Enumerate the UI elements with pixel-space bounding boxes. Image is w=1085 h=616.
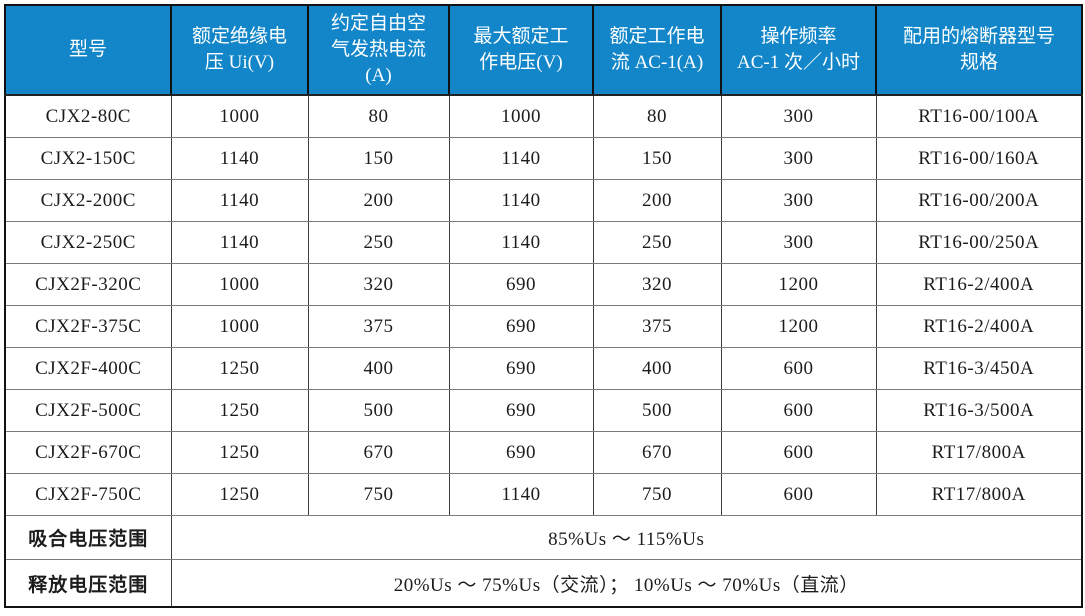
pickup-voltage-row: 吸合电压范围 85%Us ～ 115%Us xyxy=(4,515,1083,560)
header-cell-thermal-current: 约定自由空 气发热电流 (A) xyxy=(307,4,450,96)
data-cell: 320 xyxy=(307,263,450,306)
model-cell: CJX2F-670C xyxy=(4,431,172,474)
data-cell: 690 xyxy=(448,305,594,348)
data-cell: 670 xyxy=(307,431,450,474)
data-cell: 1200 xyxy=(720,263,877,306)
data-cell: 1000 xyxy=(170,94,309,138)
release-voltage-label: 释放电压范围 xyxy=(4,559,172,608)
data-cell: 80 xyxy=(592,94,722,138)
data-cell: 300 xyxy=(720,94,877,138)
data-cell: 1200 xyxy=(720,305,877,348)
data-cell: 250 xyxy=(307,221,450,264)
data-cell: 690 xyxy=(448,389,594,432)
data-cell: 690 xyxy=(448,431,594,474)
data-cell: 200 xyxy=(592,179,722,222)
header-cell-model: 型号 xyxy=(4,4,172,96)
header-cell-fuse-spec: 配用的熔断器型号 规格 xyxy=(875,4,1083,96)
table-body: CJX2-80C 1000 80 1000 80 300 RT16-00/100… xyxy=(4,94,1083,608)
data-cell: 250 xyxy=(592,221,722,264)
data-cell: 400 xyxy=(307,347,450,390)
table-row: CJX2-80C 1000 80 1000 80 300 RT16-00/100… xyxy=(4,94,1083,138)
table-row: CJX2F-320C 1000 320 690 320 1200 RT16-2/… xyxy=(4,263,1083,306)
data-cell: 200 xyxy=(307,179,450,222)
data-cell: 690 xyxy=(448,263,594,306)
data-cell: RT16-2/400A xyxy=(875,305,1083,348)
data-cell: RT16-00/250A xyxy=(875,221,1083,264)
data-cell: 1250 xyxy=(170,389,309,432)
data-cell: 1140 xyxy=(448,137,594,180)
model-cell: CJX2-150C xyxy=(4,137,172,180)
data-cell: 300 xyxy=(720,221,877,264)
table-row: CJX2F-500C 1250 500 690 500 600 RT16-3/5… xyxy=(4,389,1083,432)
table-row: CJX2F-400C 1250 400 690 400 600 RT16-3/4… xyxy=(4,347,1083,390)
data-cell: RT16-00/160A xyxy=(875,137,1083,180)
data-cell: 1250 xyxy=(170,347,309,390)
header-row: 型号 额定绝缘电 压 Ui(V) 约定自由空 气发热电流 (A) 最大额定工 作… xyxy=(4,4,1083,96)
data-cell: RT17/800A xyxy=(875,431,1083,474)
data-cell: RT16-2/400A xyxy=(875,263,1083,306)
data-cell: 670 xyxy=(592,431,722,474)
data-cell: 400 xyxy=(592,347,722,390)
data-cell: 500 xyxy=(307,389,450,432)
data-cell: 1000 xyxy=(448,94,594,138)
data-cell: 500 xyxy=(592,389,722,432)
header-cell-insulation-voltage: 额定绝缘电 压 Ui(V) xyxy=(170,4,309,96)
data-cell: RT17/800A xyxy=(875,473,1083,516)
table-row: CJX2-150C 1140 150 1140 150 300 RT16-00/… xyxy=(4,137,1083,180)
data-cell: RT16-00/200A xyxy=(875,179,1083,222)
data-cell: 600 xyxy=(720,431,877,474)
data-cell: 80 xyxy=(307,94,450,138)
data-cell: RT16-3/500A xyxy=(875,389,1083,432)
data-cell: 1140 xyxy=(170,221,309,264)
data-cell: RT16-3/450A xyxy=(875,347,1083,390)
data-cell: 300 xyxy=(720,137,877,180)
header-cell-working-current: 额定工作电 流 AC-1(A) xyxy=(592,4,722,96)
data-cell: 1140 xyxy=(448,473,594,516)
model-cell: CJX2-250C xyxy=(4,221,172,264)
data-cell: 375 xyxy=(307,305,450,348)
contactor-spec-table: 型号 额定绝缘电 压 Ui(V) 约定自由空 气发热电流 (A) 最大额定工 作… xyxy=(4,4,1083,608)
data-cell: 1250 xyxy=(170,473,309,516)
data-cell: 1140 xyxy=(448,221,594,264)
data-cell: 1000 xyxy=(170,263,309,306)
model-cell: CJX2F-400C xyxy=(4,347,172,390)
release-voltage-value: 20%Us ～ 75%Us（交流）； 10%Us ～ 70%Us（直流） xyxy=(170,559,1083,608)
data-cell: RT16-00/100A xyxy=(875,94,1083,138)
table-row: CJX2F-750C 1250 750 1140 750 600 RT17/80… xyxy=(4,473,1083,516)
data-cell: 690 xyxy=(448,347,594,390)
data-cell: 750 xyxy=(592,473,722,516)
data-cell: 750 xyxy=(307,473,450,516)
model-cell: CJX2F-750C xyxy=(4,473,172,516)
header-cell-max-working-voltage: 最大额定工 作电压(V) xyxy=(448,4,594,96)
table-header: 型号 额定绝缘电 压 Ui(V) 约定自由空 气发热电流 (A) 最大额定工 作… xyxy=(4,4,1083,96)
model-cell: CJX2-80C xyxy=(4,94,172,138)
table-row: CJX2F-375C 1000 375 690 375 1200 RT16-2/… xyxy=(4,305,1083,348)
data-cell: 600 xyxy=(720,347,877,390)
data-cell: 1250 xyxy=(170,431,309,474)
data-cell: 600 xyxy=(720,389,877,432)
data-cell: 375 xyxy=(592,305,722,348)
data-cell: 1140 xyxy=(448,179,594,222)
header-cell-operating-frequency: 操作频率 AC-1 次／小时 xyxy=(720,4,877,96)
pickup-voltage-label: 吸合电压范围 xyxy=(4,515,172,560)
data-cell: 320 xyxy=(592,263,722,306)
model-cell: CJX2F-320C xyxy=(4,263,172,306)
data-cell: 1140 xyxy=(170,179,309,222)
table-row: CJX2-200C 1140 200 1140 200 300 RT16-00/… xyxy=(4,179,1083,222)
data-cell: 1000 xyxy=(170,305,309,348)
model-cell: CJX2-200C xyxy=(4,179,172,222)
pickup-voltage-value: 85%Us ～ 115%Us xyxy=(170,515,1083,560)
model-cell: CJX2F-375C xyxy=(4,305,172,348)
data-cell: 1140 xyxy=(170,137,309,180)
model-cell: CJX2F-500C xyxy=(4,389,172,432)
table-row: CJX2-250C 1140 250 1140 250 300 RT16-00/… xyxy=(4,221,1083,264)
data-cell: 300 xyxy=(720,179,877,222)
release-voltage-row: 释放电压范围 20%Us ～ 75%Us（交流）； 10%Us ～ 70%Us（… xyxy=(4,559,1083,608)
data-cell: 150 xyxy=(592,137,722,180)
data-cell: 600 xyxy=(720,473,877,516)
data-cell: 150 xyxy=(307,137,450,180)
table-row: CJX2F-670C 1250 670 690 670 600 RT17/800… xyxy=(4,431,1083,474)
